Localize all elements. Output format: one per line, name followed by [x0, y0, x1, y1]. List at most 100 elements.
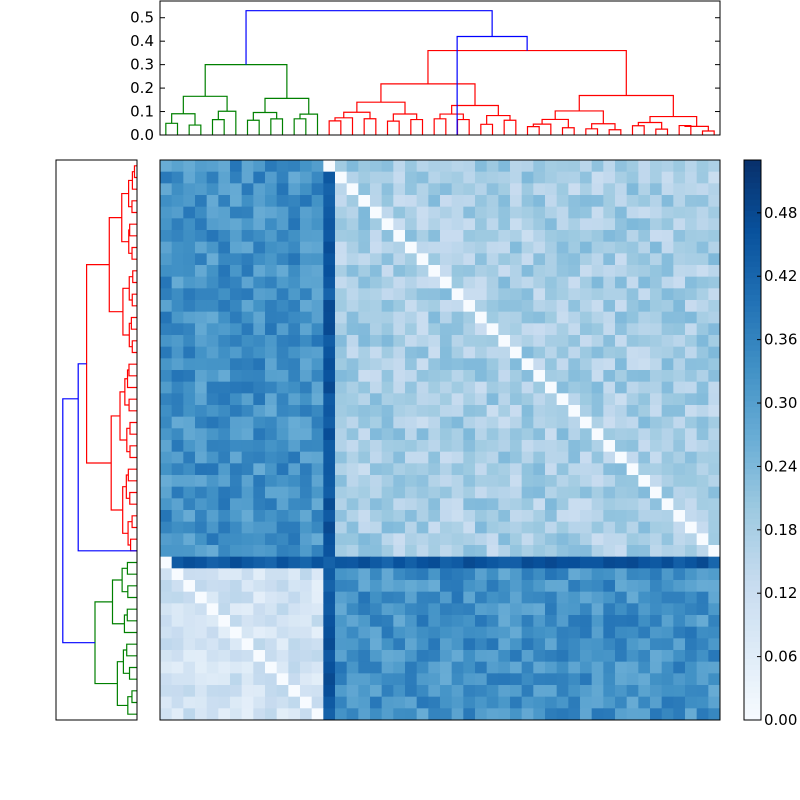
heatmap-cell — [381, 498, 394, 511]
heatmap-cell — [346, 685, 359, 698]
heatmap-cell — [358, 370, 371, 383]
heatmap-cell — [486, 661, 499, 674]
heatmap-cell — [218, 370, 231, 383]
heatmap-cell — [195, 323, 208, 336]
heatmap-cell — [241, 451, 254, 464]
heatmap-cell — [696, 498, 709, 511]
heatmap-cell — [265, 510, 278, 523]
heatmap-cell — [556, 253, 569, 266]
dendrogram-link — [433, 118, 447, 135]
heatmap-cell — [288, 580, 301, 593]
heatmap-cell — [510, 510, 523, 523]
heatmap-cell — [580, 416, 593, 429]
heatmap-cell — [661, 556, 674, 569]
heatmap-cell — [626, 370, 639, 383]
y-tick-label: 0.0 — [130, 126, 154, 144]
heatmap-cell — [521, 416, 534, 429]
dendrogram-link — [130, 316, 137, 330]
heatmap-cell — [638, 708, 651, 721]
heatmap-cell — [335, 370, 348, 383]
heatmap-cell — [370, 241, 383, 254]
heatmap-cell — [381, 288, 394, 301]
heatmap-cell — [661, 218, 674, 231]
heatmap-cell — [230, 440, 243, 453]
heatmap-cell — [393, 638, 406, 651]
heatmap-cell — [556, 591, 569, 604]
heatmap-cell — [545, 241, 558, 254]
heatmap-cell — [498, 580, 511, 593]
heatmap-cell — [440, 638, 453, 651]
heatmap-cell — [661, 276, 674, 289]
heatmap-cell — [580, 696, 593, 709]
heatmap-cell — [253, 171, 266, 184]
heatmap-cell — [440, 253, 453, 266]
colorbar-segment — [744, 350, 761, 357]
colorbar-segment — [744, 227, 761, 234]
heatmap-cell — [463, 183, 476, 196]
heatmap-cell — [463, 568, 476, 581]
heatmap-cell — [708, 183, 721, 196]
heatmap-cell — [300, 335, 313, 348]
heatmap-cell — [160, 206, 173, 219]
heatmap-cell — [335, 416, 348, 429]
heatmap-cell — [300, 650, 313, 663]
heatmap-cell — [521, 451, 534, 464]
heatmap-cell — [568, 206, 581, 219]
heatmap-cell — [463, 696, 476, 709]
heatmap-cell — [451, 650, 464, 663]
heatmap-cell — [335, 510, 348, 523]
heatmap-cell — [288, 253, 301, 266]
heatmap-cell — [428, 253, 441, 266]
heatmap-cell — [195, 580, 208, 593]
heatmap-cell — [463, 440, 476, 453]
heatmap-cell — [510, 498, 523, 511]
heatmap-cell — [195, 603, 208, 616]
heatmap-cell — [358, 533, 371, 546]
heatmap-cell — [195, 510, 208, 523]
heatmap-cell — [638, 533, 651, 546]
heatmap-cell — [346, 241, 359, 254]
heatmap-cell — [661, 195, 674, 208]
heatmap-cell — [393, 626, 406, 639]
dendrogram-link — [392, 113, 418, 122]
heatmap-cell — [370, 253, 383, 266]
dendrogram-link — [701, 130, 715, 135]
heatmap-cell — [708, 358, 721, 371]
heatmap-cell — [393, 533, 406, 546]
heatmap-cell — [230, 545, 243, 558]
heatmap-cell — [428, 475, 441, 488]
colorbar-segment — [744, 400, 761, 407]
heatmap-cell — [183, 171, 196, 184]
heatmap-cell — [276, 241, 289, 254]
heatmap-cell — [323, 300, 336, 313]
heatmap-cell — [440, 358, 453, 371]
heatmap-cell — [358, 638, 371, 651]
heatmap-cell — [615, 300, 628, 313]
heatmap-cell — [661, 451, 674, 464]
dendrogram-link — [133, 165, 137, 179]
heatmap-cell — [195, 253, 208, 266]
heatmap-cell — [171, 218, 184, 231]
heatmap-cell — [241, 696, 254, 709]
heatmap-cell — [580, 276, 593, 289]
heatmap-cell — [183, 591, 196, 604]
heatmap-cell — [416, 556, 429, 569]
heatmap-cell — [626, 335, 639, 348]
heatmap-cell — [393, 358, 406, 371]
heatmap-cell — [580, 591, 593, 604]
heatmap-cell — [311, 510, 324, 523]
heatmap-cell — [463, 603, 476, 616]
heatmap-cell — [685, 288, 698, 301]
heatmap-cell — [498, 230, 511, 243]
heatmap-cell — [603, 405, 616, 418]
heatmap-cell — [486, 276, 499, 289]
heatmap-cell — [685, 545, 698, 558]
heatmap-cell — [568, 428, 581, 441]
heatmap-cell — [335, 183, 348, 196]
heatmap-cell — [696, 626, 709, 639]
colorbar-segment — [744, 619, 761, 626]
heatmap-cell — [206, 580, 219, 593]
heatmap-cell — [218, 486, 231, 499]
heatmap-cell — [323, 370, 336, 383]
heatmap-cell — [556, 358, 569, 371]
